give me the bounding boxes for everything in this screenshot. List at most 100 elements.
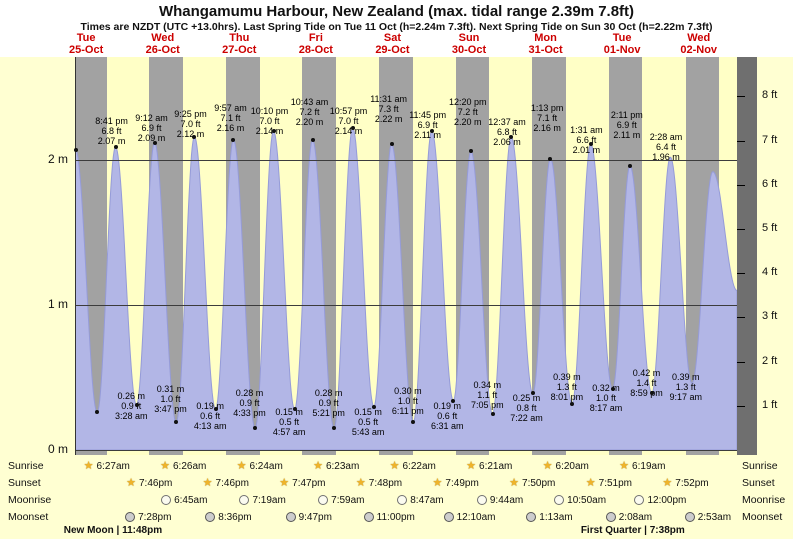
high-tide-label-line: 2.12 m bbox=[176, 128, 205, 139]
day-label: Sat 29-Oct bbox=[362, 32, 422, 56]
sunrise-time: 6:20am bbox=[555, 460, 589, 472]
moonrise-entry: 10:50am bbox=[542, 493, 618, 507]
sunset-icon: ★ bbox=[509, 476, 520, 489]
moonrise-icon bbox=[476, 495, 487, 505]
low-tide-label-line: 0.15 m bbox=[354, 407, 382, 418]
row-label-right-moonset: Moonset bbox=[742, 511, 783, 523]
ft-tick bbox=[737, 405, 745, 407]
tide-extreme-dot bbox=[569, 401, 574, 406]
sunset-time: 7:51pm bbox=[598, 477, 633, 489]
low-tide-label-line: 0.15 m bbox=[275, 407, 303, 418]
sunset-entry: ★ 7:51pm bbox=[571, 476, 647, 490]
high-tide-label-line: 6.9 ft bbox=[417, 120, 438, 131]
low-tide-label-line: 0.9 ft bbox=[318, 398, 339, 409]
day-date: 02-Nov bbox=[680, 44, 718, 56]
ft-tick bbox=[737, 361, 745, 363]
moonset-entry: 12:10am bbox=[432, 510, 508, 524]
low-tide-label-line: 5:43 am bbox=[351, 427, 385, 438]
high-tide-label-line: 10:57 pm bbox=[329, 105, 368, 116]
low-tide-label: 0.32 m 1.0 ft 8:17 am bbox=[583, 383, 629, 413]
tide-extreme-dot bbox=[649, 391, 654, 396]
sunrise-entry: ★ 6:23am bbox=[298, 459, 374, 473]
sunrise-entry: ★ 6:22am bbox=[375, 459, 451, 473]
day-weekday: Mon bbox=[534, 32, 557, 44]
low-tide-label-line: 0.9 ft bbox=[121, 401, 142, 412]
moonrise-entry: 9:44am bbox=[462, 493, 538, 507]
meter-axis-label: 2 m bbox=[47, 152, 68, 166]
high-tide-label-line: 7.3 ft bbox=[378, 104, 399, 115]
row-label-left-sunrise: Sunrise bbox=[8, 460, 44, 472]
high-tide-label-line: 2.11 m bbox=[613, 130, 641, 141]
sunset-entry: ★ 7:46pm bbox=[188, 476, 264, 490]
tide-extreme-dot bbox=[134, 403, 139, 408]
high-tide-label-line: 6.8 ft bbox=[496, 127, 517, 138]
row-label-left-moonset: Moonset bbox=[8, 511, 49, 523]
sunrise-icon: ★ bbox=[160, 459, 170, 472]
sunrise-icon: ★ bbox=[619, 459, 630, 472]
low-tide-label-line: 0.8 ft bbox=[516, 402, 537, 413]
moonset-time: 9:47pm bbox=[298, 511, 332, 523]
low-tide-label-line: 0.9 ft bbox=[239, 398, 260, 409]
moonrise-entry: 7:19am bbox=[225, 493, 301, 507]
low-tide-label-line: 1.0 ft bbox=[595, 392, 616, 403]
sunset-entry: ★ 7:46pm bbox=[111, 476, 187, 490]
sunrise-entry: ★ 6:24am bbox=[222, 459, 298, 473]
tide-extreme-dot bbox=[95, 410, 100, 415]
sunrise-entry: ★ 6:27am bbox=[69, 459, 145, 473]
day-label: Fri 28-Oct bbox=[286, 32, 346, 56]
day-weekday: Fri bbox=[308, 32, 323, 44]
moonrise-time: 12:00pm bbox=[647, 494, 687, 506]
sunrise-time: 6:22am bbox=[402, 460, 436, 472]
low-tide-label-line: 0.39 m bbox=[553, 372, 581, 383]
high-tide-label-line: 2:11 pm bbox=[610, 110, 643, 121]
sunrise-time: 6:26am bbox=[172, 460, 207, 472]
low-tide-label: 0.28 m 0.9 ft 4:33 pm bbox=[227, 388, 273, 418]
low-tide-label-line: 0.28 m bbox=[235, 388, 264, 399]
low-tide-label-line: 0.6 ft bbox=[200, 411, 221, 422]
meter-axis-label: 1 m bbox=[47, 297, 68, 311]
moonrise-time: 7:19am bbox=[252, 494, 286, 506]
moonset-entry: 11:00pm bbox=[351, 510, 427, 524]
gridline-2m bbox=[75, 160, 737, 161]
low-tide-label-line: 1.0 ft bbox=[397, 395, 418, 406]
high-tide-label-line: 9:12 am bbox=[135, 112, 168, 123]
ft-axis-label: 6 ft bbox=[762, 177, 778, 190]
sunrise-entry: ★ 6:21am bbox=[451, 459, 527, 473]
high-tide-label-line: 11:45 pm bbox=[409, 110, 447, 121]
tide-extreme-dot bbox=[292, 407, 297, 412]
day-date: 29-Oct bbox=[375, 44, 410, 56]
low-tide-label-line: 6:31 am bbox=[430, 421, 464, 432]
high-tide-label-line: 6.9 ft bbox=[616, 120, 637, 131]
tide-extreme-dot bbox=[468, 149, 473, 154]
low-tide-label-line: 6:11 pm bbox=[391, 405, 424, 416]
moonset-entry: 8:36pm bbox=[190, 510, 266, 524]
moonset-time: 11:00pm bbox=[376, 511, 415, 523]
moonrise-time: 7:59am bbox=[331, 494, 365, 506]
moonset-icon bbox=[285, 512, 296, 522]
sunrise-icon: ★ bbox=[83, 459, 94, 472]
high-tide-label-line: 2.14 m bbox=[255, 125, 284, 136]
low-tide-label: 0.39 m 1.3 ft 9:17 am bbox=[663, 372, 709, 402]
day-date: 27-Oct bbox=[222, 44, 257, 56]
low-tide-label-line: 0.30 m bbox=[394, 385, 422, 396]
high-tide-label-line: 12:37 am bbox=[488, 117, 526, 128]
low-tide-label: 0.28 m 0.9 ft 5:21 pm bbox=[306, 388, 352, 418]
moonset-icon bbox=[363, 512, 374, 522]
high-tide-label-line: 12:20 pm bbox=[449, 97, 487, 107]
moonrise-entry: 6:45am bbox=[146, 493, 222, 507]
moonrise-icon bbox=[161, 495, 172, 505]
sunset-icon: ★ bbox=[355, 476, 366, 489]
day-weekday: Wed bbox=[151, 32, 175, 44]
ft-tick bbox=[737, 184, 745, 186]
low-tide-label-line: 9:17 am bbox=[669, 392, 703, 403]
tide-extreme-dot bbox=[509, 134, 514, 139]
moonset-icon bbox=[605, 512, 616, 522]
high-tide-label-line: 6.8 ft bbox=[101, 125, 122, 136]
left-axis-line bbox=[75, 57, 76, 455]
high-tide-label-line: 9:57 am bbox=[214, 102, 247, 113]
high-tide-label-line: 6.9 ft bbox=[141, 122, 162, 133]
day-weekday: Sat bbox=[383, 32, 401, 44]
chart-subtitle: Times are NZDT (UTC +13.0hrs). Last Spri… bbox=[80, 21, 713, 33]
moon-phase-note: First Quarter | 7:38pm bbox=[580, 525, 685, 536]
